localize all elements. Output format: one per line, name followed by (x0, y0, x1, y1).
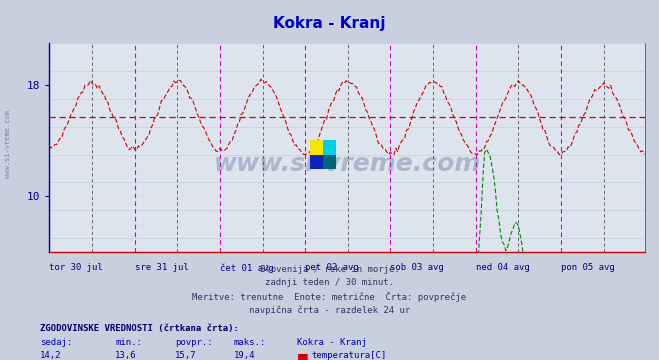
Text: pet 02 avg: pet 02 avg (305, 263, 359, 272)
Text: 13,6: 13,6 (115, 351, 137, 360)
Text: zadnji teden / 30 minut.: zadnji teden / 30 minut. (265, 278, 394, 287)
Text: povpr.:: povpr.: (175, 338, 212, 347)
Text: ■: ■ (297, 351, 308, 360)
Text: tor 30 jul: tor 30 jul (49, 263, 103, 272)
Text: sre 31 jul: sre 31 jul (134, 263, 188, 272)
Text: temperatura[C]: temperatura[C] (311, 351, 386, 360)
Text: ZGODOVINSKE VREDNOSTI (črtkana črta):: ZGODOVINSKE VREDNOSTI (črtkana črta): (40, 324, 239, 333)
Text: Kokra - Kranj: Kokra - Kranj (297, 338, 366, 347)
Text: 15,7: 15,7 (175, 351, 196, 360)
Text: ned 04 avg: ned 04 avg (476, 263, 529, 272)
Text: sedaj:: sedaj: (40, 338, 72, 347)
Text: 19,4: 19,4 (234, 351, 256, 360)
Text: min.:: min.: (115, 338, 142, 347)
Text: www.si-vreme.com: www.si-vreme.com (5, 110, 11, 178)
Text: navpična črta - razdelek 24 ur: navpična črta - razdelek 24 ur (249, 306, 410, 315)
Text: čet 01 avg: čet 01 avg (220, 263, 273, 273)
Text: maks.:: maks.: (234, 338, 266, 347)
Text: www.si-vreme.com: www.si-vreme.com (214, 152, 480, 176)
Text: pon 05 avg: pon 05 avg (561, 263, 615, 272)
Text: Slovenija / reke in morje.: Slovenija / reke in morje. (260, 265, 399, 274)
Text: 14,2: 14,2 (40, 351, 61, 360)
Text: Meritve: trenutne  Enote: metrične  Črta: povprečje: Meritve: trenutne Enote: metrične Črta: … (192, 292, 467, 302)
Text: sob 03 avg: sob 03 avg (391, 263, 444, 272)
Text: Kokra - Kranj: Kokra - Kranj (273, 16, 386, 31)
